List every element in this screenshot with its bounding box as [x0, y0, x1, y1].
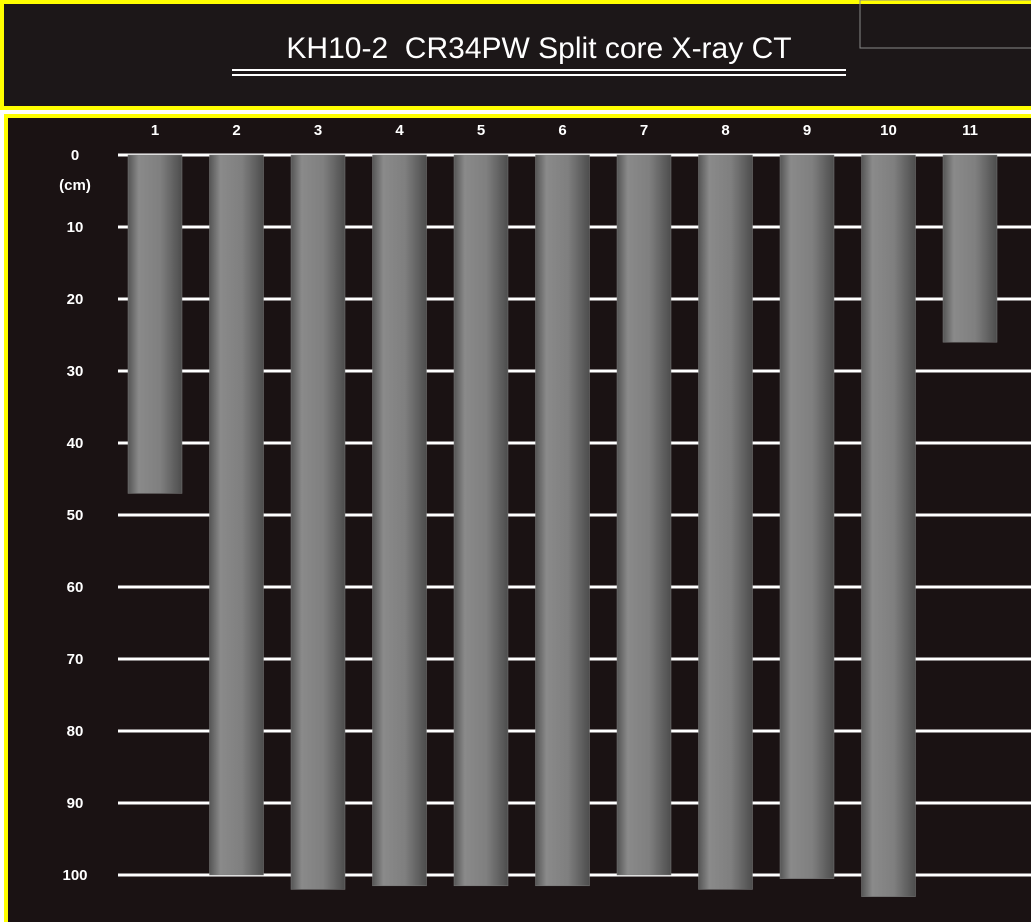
- y-tick-label: 50: [67, 507, 84, 524]
- core-label: 5: [477, 122, 485, 139]
- core: [454, 155, 508, 886]
- y-tick-label: 70: [67, 651, 84, 668]
- core: [128, 155, 182, 493]
- core-label: 6: [558, 122, 566, 139]
- marks: 1 2 3 4 5 6 7 8 9 10 11: [128, 122, 997, 897]
- core: [291, 155, 345, 889]
- core-label: 9: [803, 122, 811, 139]
- y-tick-label: 80: [67, 723, 84, 740]
- y-tick-label: 10: [67, 219, 84, 236]
- core: [862, 155, 916, 897]
- y-tick-label: 100: [62, 867, 87, 884]
- y-tick-label: 20: [67, 291, 84, 308]
- chart-title: KH10-2 CR34PW Split core X-ray CT: [286, 32, 791, 65]
- core: [373, 155, 427, 886]
- core-label: 1: [151, 122, 159, 139]
- y-tick-label: 90: [67, 795, 84, 812]
- core-label: 8: [721, 122, 729, 139]
- figure: KH10-2 CR34PW Split core X-ray CT (cm) 0…: [0, 0, 1031, 922]
- core: [617, 155, 671, 875]
- core-label: 4: [395, 122, 404, 139]
- y-tick-label: 40: [67, 435, 84, 452]
- core: [210, 155, 264, 875]
- core-label: 11: [962, 122, 978, 139]
- core-label: 10: [880, 122, 897, 139]
- y-tick-label: 30: [67, 363, 84, 380]
- core-label: 3: [314, 122, 322, 139]
- y-tick-label: 0: [71, 147, 79, 164]
- y-axis-label: (cm): [59, 177, 91, 194]
- core-label: 7: [640, 122, 648, 139]
- core: [780, 155, 834, 879]
- core: [699, 155, 753, 889]
- core: [536, 155, 590, 886]
- core-label: 2: [232, 122, 240, 139]
- y-tick-label: 60: [67, 579, 84, 596]
- core: [943, 155, 997, 342]
